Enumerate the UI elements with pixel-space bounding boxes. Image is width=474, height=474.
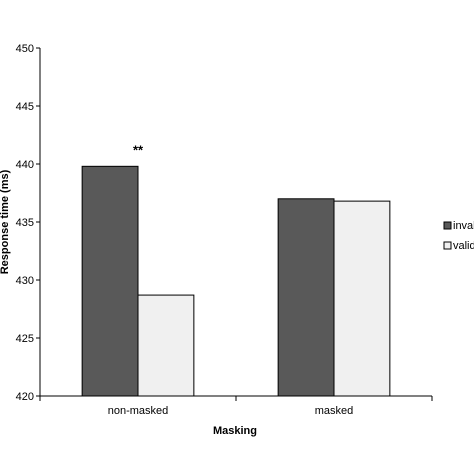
legend-swatch-valid xyxy=(443,241,452,250)
legend-label-valid: valid xyxy=(453,240,474,252)
x-tick-label: non-masked xyxy=(108,405,169,417)
y-tick-label: 430 xyxy=(16,275,34,287)
y-tick-label: 450 xyxy=(16,43,34,55)
bar-invalid-masked xyxy=(277,198,335,397)
y-tick-label: 440 xyxy=(16,159,34,171)
bar-valid-masked xyxy=(333,200,391,397)
significance-annotation: ** xyxy=(133,142,144,157)
legend-label-invalid: invalid xyxy=(453,220,474,232)
bars xyxy=(81,165,391,397)
y-tick-label: 420 xyxy=(16,391,34,403)
y-axis: 420 425 430 435 440 445 450 xyxy=(16,43,41,403)
bar-invalid-non-masked xyxy=(81,165,139,397)
legend-swatch-invalid xyxy=(443,221,452,230)
bar-valid-non-masked xyxy=(137,294,195,397)
y-tick-label: 425 xyxy=(16,333,34,345)
y-axis-title: Response time (ms) xyxy=(0,169,11,274)
legend: invalid valid xyxy=(443,220,474,252)
y-tick-label: 435 xyxy=(16,217,34,229)
annotations: ** xyxy=(133,142,144,157)
x-axis-title: Masking xyxy=(213,425,257,437)
x-axis: non-masked masked xyxy=(39,395,433,417)
y-tick-label: 445 xyxy=(16,101,34,113)
x-tick-label: masked xyxy=(315,405,354,417)
